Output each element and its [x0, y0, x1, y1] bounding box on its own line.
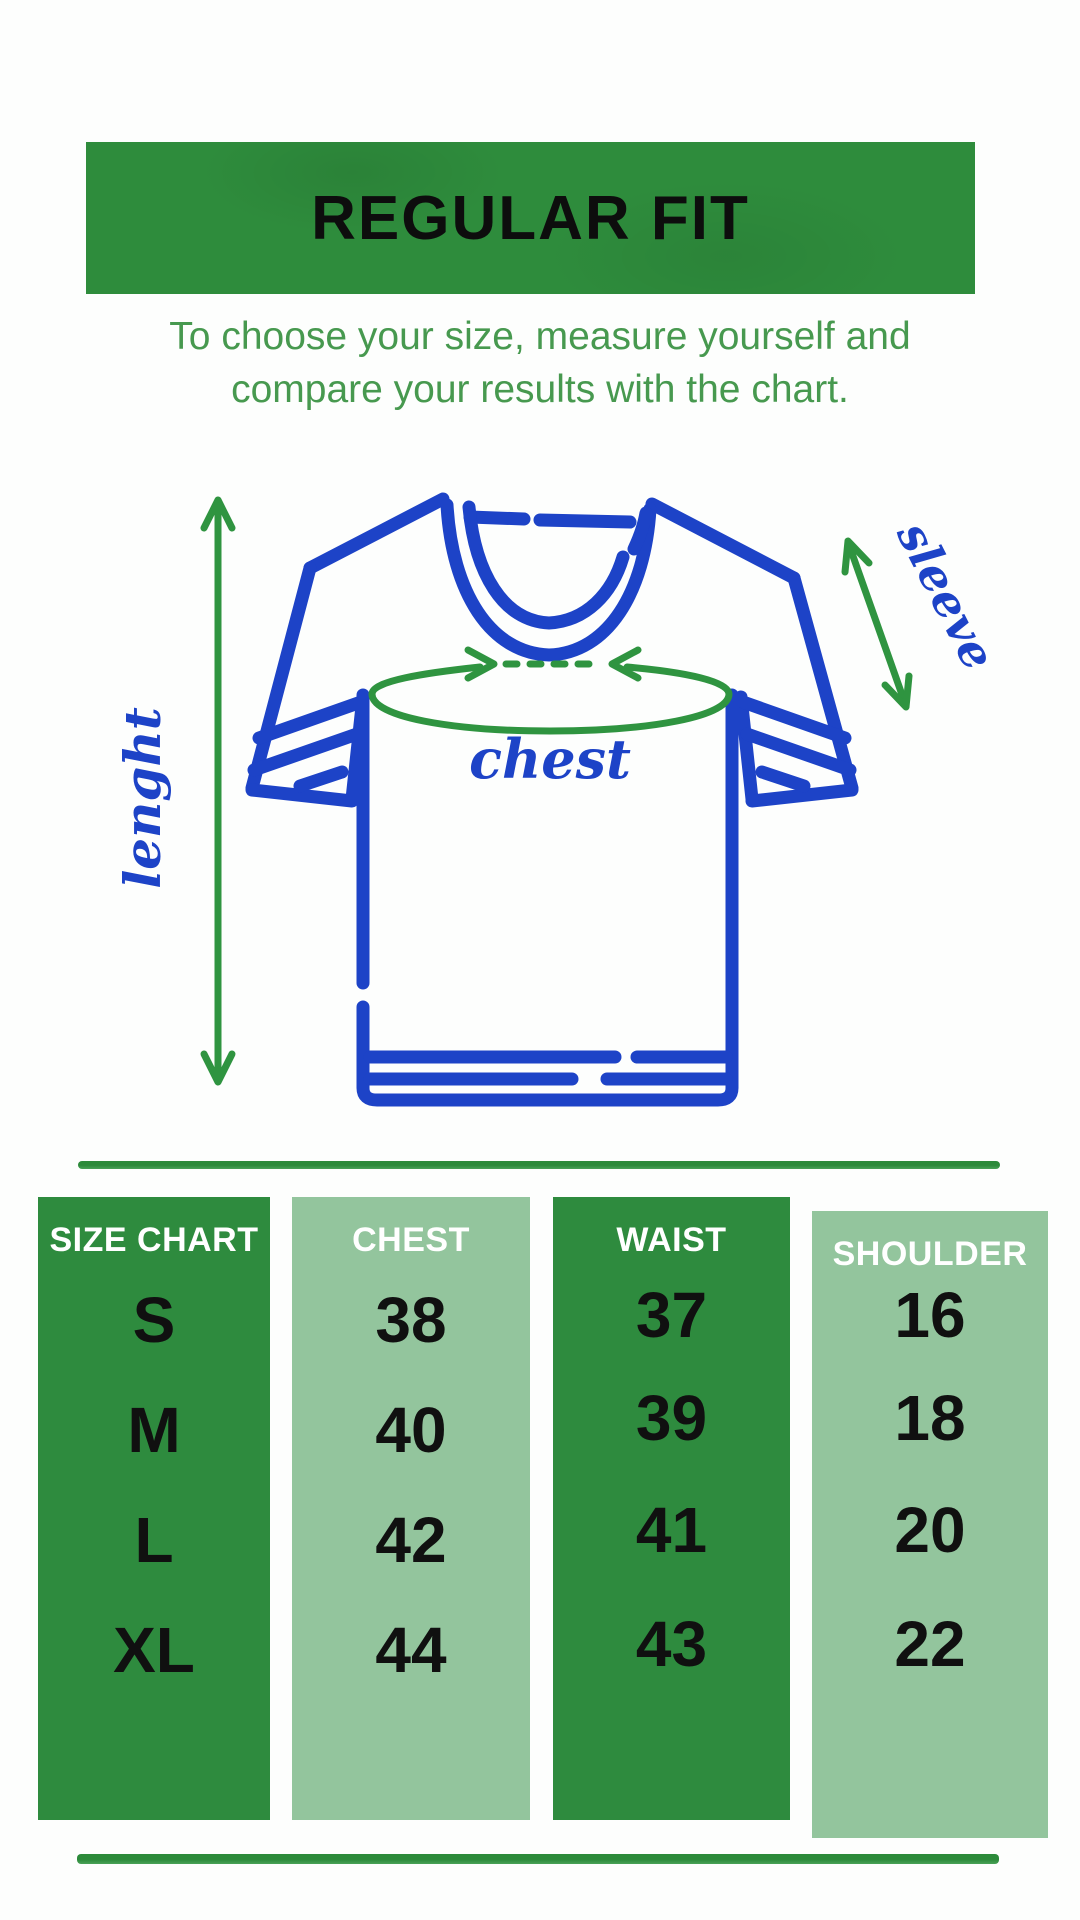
intro-text: To choose your size, measure yourself an…	[0, 310, 1080, 416]
length-label: lenght	[113, 707, 172, 889]
size-chart-values: S M L XL	[38, 1265, 270, 1705]
chest-column: CHEST 38 40 42 44	[292, 1197, 530, 1820]
intro-line-1: To choose your size, measure yourself an…	[169, 315, 911, 358]
tshirt-outline	[245, 492, 859, 1107]
size-cell-m: M	[127, 1394, 181, 1466]
size-cell-l: L	[134, 1504, 174, 1576]
intro-line-2: compare your results with the chart.	[231, 368, 849, 411]
shoulder-column: SHOULDER 16 18 20 22	[812, 1211, 1048, 1838]
chest-cell-m: 40	[375, 1394, 447, 1466]
waist-column: WAIST 37 39 41 43	[553, 1197, 790, 1820]
sleeve-arrow	[841, 537, 913, 711]
chest-tape	[368, 646, 733, 735]
chest-cell-xl: 44	[375, 1614, 447, 1686]
sleeve-label: sleeve	[886, 512, 1006, 678]
shoulder-cell-l: 20	[894, 1494, 966, 1566]
size-cell-s: S	[132, 1284, 176, 1356]
shoulder-values: 16 18 20 22	[812, 1265, 1048, 1699]
table-top-divider	[78, 1161, 1000, 1169]
size-chart-column-header: SIZE CHART	[49, 1221, 259, 1259]
table-bottom-divider	[77, 1854, 999, 1864]
waist-cell-xl: 43	[635, 1608, 708, 1680]
shoulder-cell-m: 18	[894, 1382, 966, 1454]
chest-cell-l: 42	[375, 1504, 447, 1576]
length-arrow	[200, 496, 236, 1086]
waist-column-header: WAIST	[616, 1221, 727, 1259]
waist-cell-s: 37	[635, 1279, 708, 1351]
chest-column-header: CHEST	[352, 1221, 470, 1259]
fit-banner: REGULAR FIT	[86, 142, 975, 294]
size-cell-xl: XL	[113, 1614, 195, 1686]
waist-cell-m: 39	[635, 1382, 708, 1454]
waist-cell-l: 41	[635, 1494, 708, 1566]
chest-values: 38 40 42 44	[292, 1265, 530, 1705]
page-title: REGULAR FIT	[311, 183, 750, 253]
shoulder-cell-xl: 22	[894, 1608, 966, 1680]
waist-values: 37 39 41 43	[553, 1265, 790, 1699]
size-chart-column: SIZE CHART S M L XL	[38, 1197, 270, 1820]
chest-cell-s: 38	[375, 1284, 447, 1356]
shoulder-cell-s: 16	[894, 1279, 966, 1351]
chest-label: chest	[469, 727, 631, 791]
shoulder-column-header: SHOULDER	[832, 1235, 1028, 1273]
